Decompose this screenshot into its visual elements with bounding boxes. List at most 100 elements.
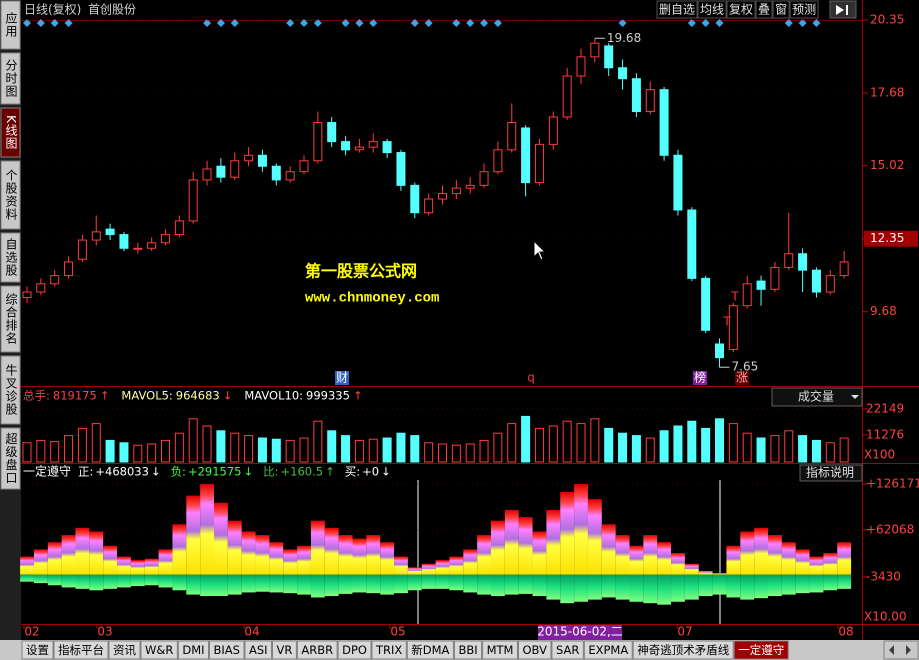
indicator-dropdown-label[interactable]: 成交量	[798, 389, 834, 404]
indicator-tab[interactable]	[177, 640, 210, 660]
indicator-tab-label[interactable]: DMI	[182, 643, 204, 657]
indicator-tab[interactable]	[272, 640, 297, 660]
volume-bar	[368, 438, 378, 463]
sidebar-tab[interactable]	[0, 285, 21, 353]
indicator-tab-label[interactable]: ASI	[249, 643, 268, 657]
event-marker[interactable]: 榜	[694, 370, 706, 385]
header-button-box[interactable]	[789, 0, 819, 19]
indicator-tab[interactable]	[209, 640, 245, 660]
indicator-tab[interactable]	[406, 640, 454, 660]
sidebar-tab-label[interactable]: 分时图	[4, 59, 18, 98]
candle-body	[590, 42, 600, 58]
indicator-tab-label[interactable]: W&R	[145, 643, 173, 657]
positive-bar	[518, 517, 533, 575]
sidebar-tab[interactable]	[0, 107, 21, 158]
indicator-tab-label[interactable]: EXPMA	[588, 643, 628, 657]
sidebar-tab[interactable]	[0, 0, 21, 50]
signal-diamond	[23, 19, 31, 27]
sidebar-tab[interactable]	[0, 232, 21, 283]
y-tick-label: 11276	[866, 427, 904, 441]
indicator-dropdown[interactable]	[771, 387, 863, 407]
indicator-tab[interactable]	[337, 640, 372, 660]
header-button[interactable]: 删自选	[659, 3, 695, 17]
tab-scroll[interactable]	[883, 640, 919, 660]
header-button-box[interactable]	[755, 0, 773, 19]
volume-bar	[479, 439, 489, 463]
header-button[interactable]: 预测	[792, 3, 816, 17]
indicator-tab-label[interactable]: ARBR	[301, 643, 333, 657]
positive-bar	[615, 535, 630, 575]
event-marker[interactable]: q	[527, 371, 535, 385]
header-button[interactable]: 叠	[758, 3, 770, 17]
candle-body	[22, 291, 32, 298]
sidebar-tab[interactable]	[0, 160, 21, 230]
y-tick-label: 9.68	[870, 304, 897, 318]
sidebar-tab-label[interactable]: 个股资料	[4, 169, 18, 221]
positive-bar	[795, 549, 810, 575]
indicator-tab-label[interactable]: DPO	[342, 643, 367, 657]
event-marker[interactable]: 涨	[736, 370, 748, 385]
indicator-tab-label[interactable]: BBI	[458, 643, 477, 657]
sidebar-tab-label[interactable]: 自选股	[4, 238, 18, 277]
event-marker[interactable]: 财	[336, 371, 348, 385]
indicator-help-button[interactable]	[799, 464, 863, 482]
negative-bar	[310, 574, 325, 598]
sidebar-tab[interactable]	[0, 355, 21, 425]
indicator-help-label[interactable]: 指标说明	[806, 465, 854, 480]
indicator-tab[interactable]	[371, 640, 407, 660]
indicator-tab[interactable]	[140, 640, 178, 660]
indicator-tab[interactable]	[583, 640, 633, 660]
indicator-tab[interactable]	[517, 640, 552, 660]
sidebar-tab-label[interactable]: 超级盘口	[4, 431, 18, 484]
indicator-tab-label[interactable]: 设置	[26, 643, 49, 657]
indicator-tab-label[interactable]: OBV	[522, 643, 547, 657]
indicator-tab[interactable]	[551, 640, 584, 660]
header-button-box[interactable]	[697, 0, 727, 19]
indicator-tab-label[interactable]: MTM	[487, 643, 514, 657]
header-button-box[interactable]	[726, 0, 756, 19]
tab-scroll-arrows[interactable]	[889, 645, 911, 655]
indicator-tab-label[interactable]: 一定遵守	[738, 643, 784, 657]
indicator-tab[interactable]	[482, 640, 518, 660]
indicator-tab[interactable]	[53, 640, 109, 660]
header-button[interactable]: 均线	[700, 3, 724, 17]
positive-bar	[684, 563, 699, 575]
header-button[interactable]: 复权	[729, 3, 753, 17]
indicator-tab-label[interactable]: 新DMA	[411, 643, 449, 657]
indicator-tab-label[interactable]: 指标平台	[58, 643, 104, 657]
candle-body	[216, 165, 226, 178]
sidebar-tab-label[interactable]: 综合排名	[4, 293, 18, 345]
sidebar-tab[interactable]	[0, 52, 21, 105]
indicator-tab[interactable]	[632, 640, 734, 660]
header-button-box[interactable]	[656, 0, 698, 19]
dropdown-arrow[interactable]	[851, 395, 859, 399]
sidebar-tab-label[interactable]: 牛叉诊股	[4, 363, 18, 416]
period-label: 日线(复权)	[24, 3, 81, 17]
indicator-tab[interactable]	[296, 640, 338, 660]
indicator-tab[interactable]	[733, 640, 789, 660]
positive-bar	[200, 484, 214, 575]
candle-body	[770, 266, 780, 290]
indicator-tab[interactable]	[453, 640, 483, 660]
candle-body	[368, 141, 378, 148]
indicator-tab[interactable]	[21, 640, 54, 660]
sidebar-tab-label[interactable]: K线图	[4, 115, 18, 150]
volume-bar	[22, 442, 32, 463]
indicator-tab[interactable]	[244, 640, 273, 660]
stock-name: 首创股份	[88, 3, 136, 17]
indicator-tab-label[interactable]: TRIX	[375, 643, 402, 657]
positive-bar	[726, 545, 741, 575]
indicator-tab-label[interactable]: 资讯	[113, 643, 136, 657]
volume-bar	[493, 432, 503, 463]
header-button[interactable]: 窗	[775, 3, 787, 17]
sidebar-tab-label[interactable]: 应用	[4, 11, 18, 38]
indicator-tab-label[interactable]: 神奇逃顶术矛盾线	[637, 643, 729, 657]
header-button-box[interactable]	[772, 0, 790, 19]
indicator-tab-label[interactable]: SAR	[556, 643, 579, 657]
indicator-tab-label[interactable]: BIAS	[214, 643, 240, 657]
sidebar-tab[interactable]	[0, 427, 21, 490]
positive-bar	[491, 520, 505, 575]
indicator-tab[interactable]	[108, 640, 141, 660]
volume-bar	[327, 430, 337, 463]
indicator-tab-label[interactable]: VR	[277, 643, 293, 657]
